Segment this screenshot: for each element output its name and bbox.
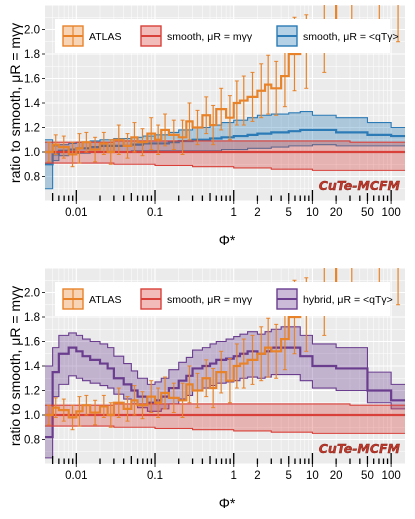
y-tick-label: 2.0 bbox=[24, 288, 40, 300]
x-axis: 0.01 0.1 1 2 5 10 20 50 100 bbox=[65, 464, 401, 482]
x-tick-label: 20 bbox=[330, 470, 343, 482]
x-tick-label: 0.01 bbox=[65, 207, 87, 219]
y-tick-label: 1.4 bbox=[24, 361, 41, 373]
y-axis-title: ratio to smooth, μR = mγγ bbox=[7, 23, 23, 183]
line-hybrid-r-qt bbox=[45, 346, 405, 439]
y-tick-label: 1.2 bbox=[24, 123, 40, 135]
legend: ATLAS smooth, μR = mγγ hybrid, μR = <qTγ> bbox=[55, 282, 393, 316]
legend-label: ATLAS bbox=[89, 294, 121, 306]
x-tick-label: 0.1 bbox=[147, 470, 163, 482]
y-tick-label: 1.6 bbox=[24, 74, 40, 86]
y-tick-label: 1.0 bbox=[24, 147, 40, 159]
x-tick-label: 100 bbox=[382, 470, 401, 482]
y-axis: 0.8 1.0 1.2 1.4 1.6 1.8 2.0 bbox=[24, 25, 45, 184]
y-tick-label: 2.0 bbox=[24, 25, 40, 37]
top-panel: 0.01 0.1 1 2 5 10 20 50 100 0.8 1.0 1.2 1.4 1.6 1.8 2.… bbox=[7, 4, 405, 248]
band-edge-upper-hybrid-r-qt bbox=[45, 326, 405, 385]
x-axis: 0.01 0.1 1 2 5 10 20 50 100 bbox=[65, 201, 401, 219]
x-tick-label: 50 bbox=[361, 470, 374, 482]
band-edge-lower-smooth-r-m bbox=[45, 425, 405, 434]
y-tick-label: 1.8 bbox=[24, 49, 40, 61]
x-tick-label: 50 bbox=[361, 207, 374, 219]
plot-area bbox=[45, 5, 405, 201]
x-tick-label: 20 bbox=[330, 207, 343, 219]
y-tick-label: 1.0 bbox=[24, 410, 40, 422]
legend: ATLAS smooth, μR = mγγ smooth, μR = <qTγ> bbox=[55, 19, 399, 53]
x-tick-label: 1 bbox=[231, 470, 237, 482]
watermark: CuTe-MCFM bbox=[319, 441, 401, 456]
y-axis-title: ratio to smooth, μR = mγγ bbox=[7, 286, 23, 446]
x-axis-title: Φ* bbox=[219, 232, 236, 248]
plot-area bbox=[45, 268, 405, 464]
legend-box bbox=[55, 282, 390, 316]
x-tick-label: 2 bbox=[254, 207, 260, 219]
y-tick-label: 1.4 bbox=[24, 98, 41, 110]
y-tick-label: 0.8 bbox=[24, 172, 40, 184]
watermark: CuTe-MCFM bbox=[319, 178, 401, 193]
legend-label: smooth, μR = <qTγ> bbox=[303, 31, 399, 43]
legend-box bbox=[55, 19, 390, 53]
y-tick-label: 1.8 bbox=[24, 312, 40, 324]
x-tick-label: 100 bbox=[382, 207, 401, 219]
x-tick-label: 10 bbox=[306, 207, 319, 219]
bottom-panel: 0.01 0.1 1 2 5 10 20 50 100 0.8 1.0 1.2 1.4 1.6 1.8 2.… bbox=[7, 267, 405, 511]
y-tick-label: 1.6 bbox=[24, 337, 40, 349]
y-tick-label: 1.2 bbox=[24, 386, 40, 398]
band-edge-lower-smooth-r-m bbox=[45, 162, 405, 171]
x-tick-label: 2 bbox=[254, 470, 260, 482]
x-tick-label: 10 bbox=[306, 470, 319, 482]
x-tick-label: 5 bbox=[286, 207, 292, 219]
legend-label: ATLAS bbox=[89, 31, 121, 43]
y-axis: 0.8 1.0 1.2 1.4 1.6 1.8 2.0 bbox=[24, 288, 45, 447]
x-tick-label: 0.01 bbox=[65, 470, 87, 482]
legend-label: hybrid, μR = <qTγ> bbox=[303, 294, 393, 306]
x-tick-label: 1 bbox=[231, 207, 237, 219]
x-axis-title: Φ* bbox=[219, 495, 236, 511]
x-tick-label: 0.1 bbox=[147, 207, 163, 219]
x-tick-label: 5 bbox=[286, 470, 292, 482]
legend-label: smooth, μR = mγγ bbox=[167, 31, 253, 43]
y-tick-label: 0.8 bbox=[24, 435, 40, 447]
band-hybrid-r-qt bbox=[45, 326, 405, 458]
legend-label: smooth, μR = mγγ bbox=[167, 294, 253, 306]
